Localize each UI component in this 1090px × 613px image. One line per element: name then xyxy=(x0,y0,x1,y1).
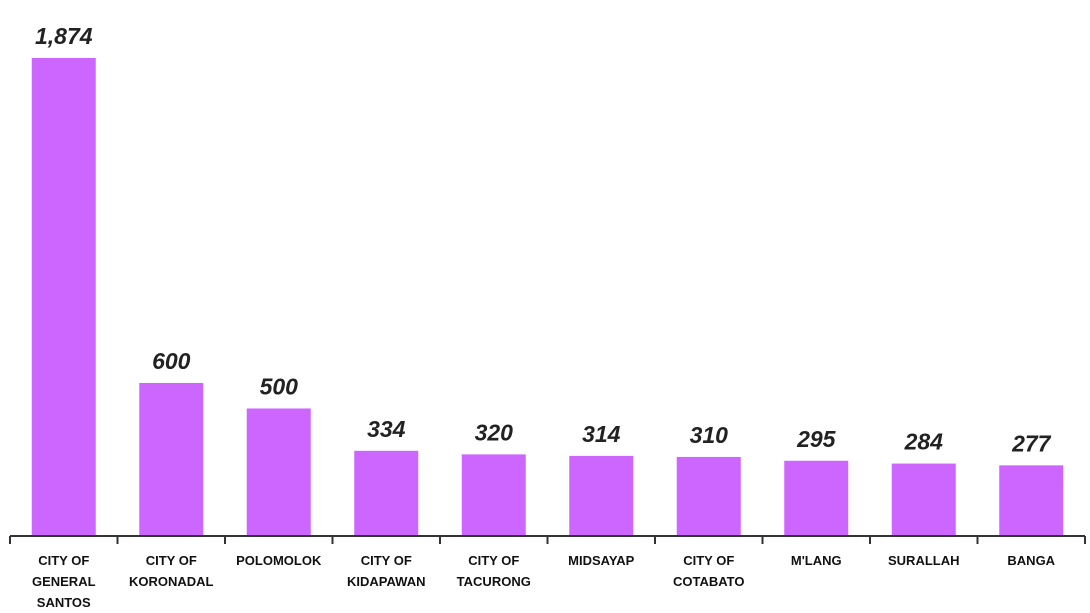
bar xyxy=(354,450,419,536)
bar xyxy=(676,456,741,536)
data-label: 314 xyxy=(582,421,621,447)
data-label: 334 xyxy=(367,416,406,442)
x-tick-label: MIDSAYAP xyxy=(568,553,635,568)
data-label: 600 xyxy=(152,348,191,374)
x-tick-label: CITY OF KORONADAL xyxy=(129,553,214,589)
bar xyxy=(246,408,311,536)
x-tick-label: CITY OF COTABATO xyxy=(673,553,745,589)
bar xyxy=(999,465,1064,536)
bar xyxy=(31,58,96,536)
bar xyxy=(784,460,849,536)
data-label: 500 xyxy=(260,373,299,399)
data-label: 320 xyxy=(475,419,514,445)
data-label: 310 xyxy=(690,422,729,448)
data-label: 1,874 xyxy=(35,23,93,49)
bar xyxy=(139,382,204,536)
bar xyxy=(461,454,526,536)
data-label: 277 xyxy=(1011,430,1052,456)
x-tick-label: SURALLAH xyxy=(888,553,960,568)
x-tick-label: CITY OF GENERAL SANTOS xyxy=(31,553,96,610)
bar xyxy=(569,455,634,536)
data-label: 284 xyxy=(904,429,944,455)
x-tick-label: POLOMOLOK xyxy=(236,553,322,568)
x-tick-label: CITY OF TACURONG xyxy=(456,553,531,589)
x-tick-label: M'LANG xyxy=(790,553,842,568)
x-tick-label: BANGA xyxy=(1007,553,1056,568)
data-label: 295 xyxy=(796,426,837,452)
x-tick-label: CITY OF KIDAPAWAN xyxy=(347,553,426,589)
bar xyxy=(891,463,956,536)
